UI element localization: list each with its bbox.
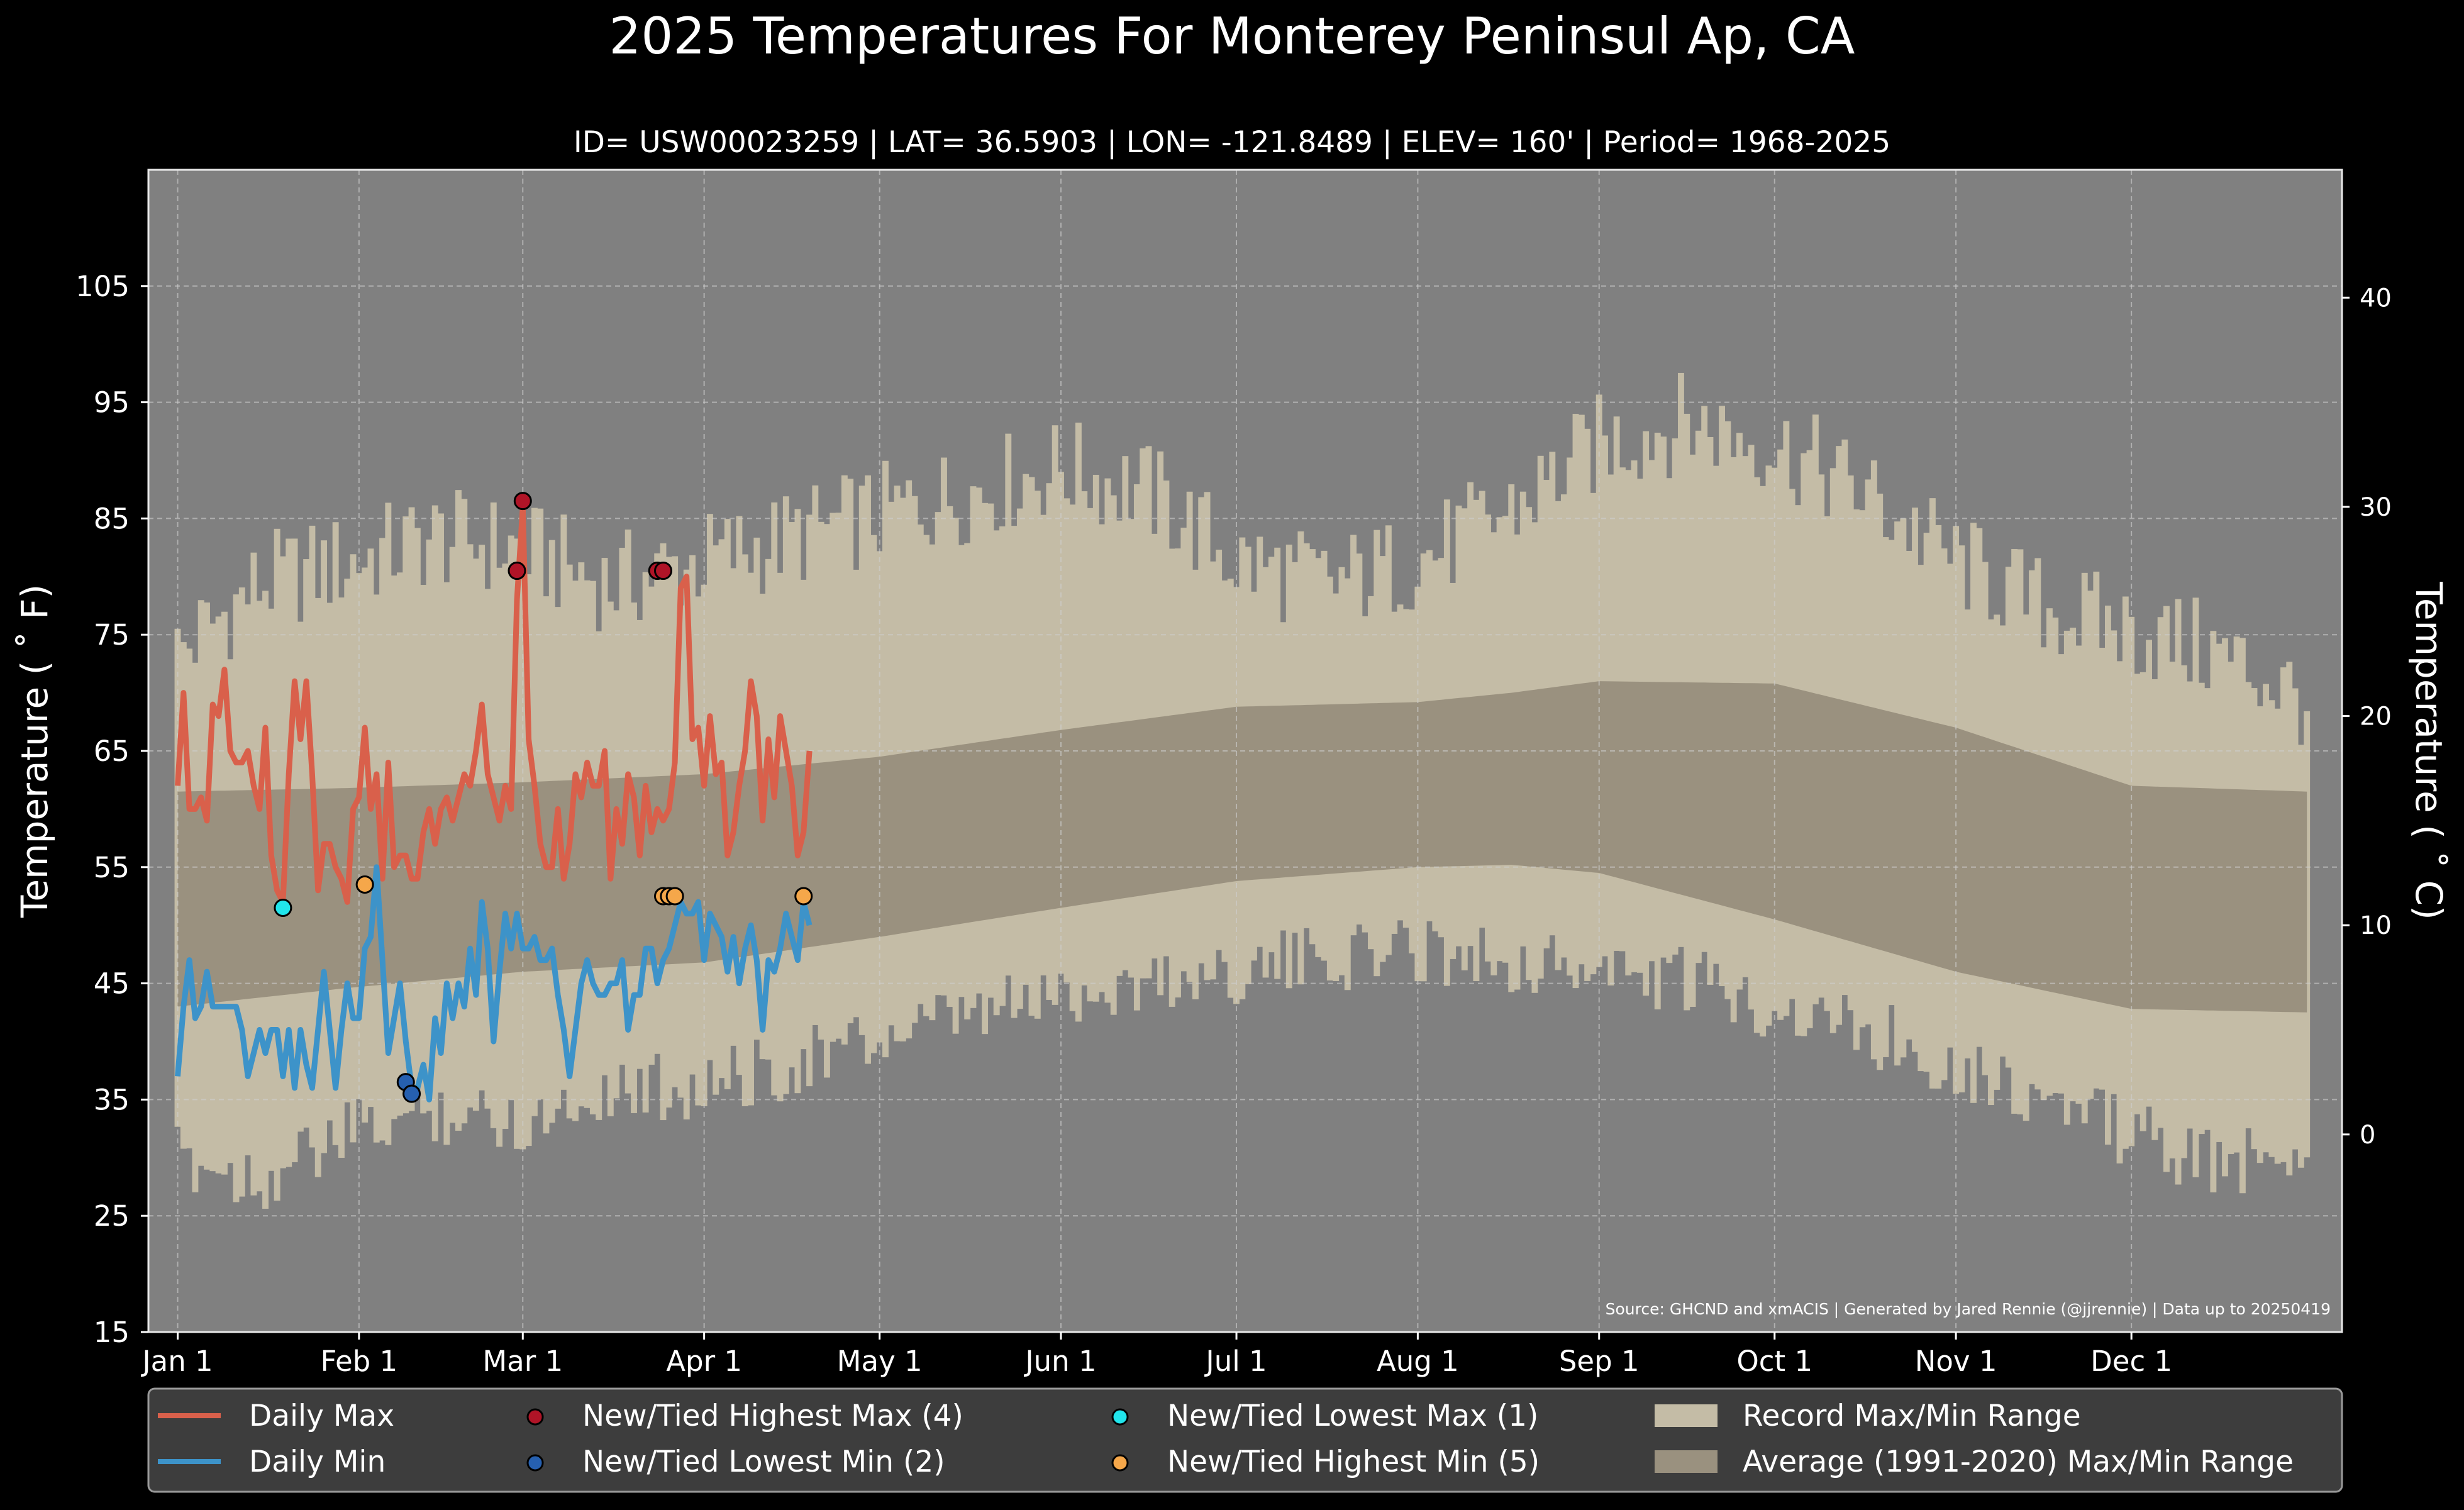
record-bar	[1122, 456, 1129, 970]
legend-item: Daily Max	[158, 1399, 394, 1433]
record-bar	[975, 487, 982, 994]
x-tick-label: Sep 1	[1559, 1345, 1640, 1378]
legend-label: Record Max/Min Range	[1743, 1399, 2081, 1433]
y-axis-right: 0 10 20 30 40	[2342, 284, 2392, 1150]
x-tick-label: Apr 1	[666, 1345, 742, 1378]
y-tick-label: 25	[94, 1199, 130, 1233]
legend-item: New/Tied Highest Min (5)	[1111, 1445, 1540, 1479]
y-axis-left: 15 25 35 45 55 65 75 85 95 105	[75, 270, 148, 1349]
legend-item: Record Max/Min Range	[1655, 1399, 2081, 1433]
record-bar	[841, 475, 848, 1045]
record-marker	[508, 562, 526, 580]
y-tick-label: 15	[94, 1316, 130, 1349]
y-tick-label: 55	[94, 851, 130, 884]
y2-tick-label: 30	[2360, 493, 2392, 522]
legend-label: New/Tied Lowest Max (1)	[1167, 1399, 1538, 1433]
record-bar	[1005, 433, 1012, 976]
x-tick-label: May 1	[837, 1345, 923, 1378]
y2-tick-label: 10	[2360, 911, 2392, 940]
record-bar	[1058, 472, 1064, 974]
x-tick-label: Oct 1	[1736, 1345, 1812, 1378]
daily-min-line	[175, 864, 813, 1102]
y2-axis-label: Temperature ( ˚ C)	[2407, 581, 2450, 919]
y-tick-label: 35	[94, 1083, 130, 1116]
legend-swatch-dot	[1111, 1454, 1129, 1472]
record-marker	[355, 875, 374, 894]
record-bar	[1677, 372, 1684, 947]
legend-label: New/Tied Highest Max (4)	[582, 1399, 963, 1433]
legend-swatch-patch	[1655, 1404, 1718, 1427]
record-marker	[402, 1084, 421, 1103]
record-marker	[274, 898, 292, 917]
record-marker	[665, 887, 684, 906]
chart-subtitle: ID= USW00023259 | LAT= 36.5903 | LON= -1…	[574, 125, 1890, 160]
record-bar	[1701, 406, 1708, 952]
legend: Daily Max Daily Min New/Tied Highest Max (…	[158, 1399, 2294, 1479]
x-tick-label: Feb 1	[321, 1345, 398, 1378]
record-markers	[274, 492, 813, 1103]
x-tick-label: Jan 1	[140, 1345, 213, 1378]
legend-swatch-dot	[526, 1454, 544, 1472]
legend-label: Daily Max	[249, 1399, 394, 1433]
legend-label: Average (1991-2020) Max/Min Range	[1743, 1445, 2294, 1479]
x-tick-label: Aug 1	[1377, 1345, 1459, 1378]
legend-swatch-dot	[526, 1408, 544, 1426]
record-bar	[847, 479, 854, 1024]
record-bar	[941, 457, 947, 996]
legend-label: New/Tied Lowest Min (2)	[582, 1445, 945, 1479]
legend-item: Daily Min	[158, 1445, 386, 1479]
y2-tick-label: 40	[2360, 284, 2392, 313]
legend-item: New/Tied Highest Max (4)	[526, 1399, 963, 1433]
x-axis: Jan 1 Feb 1 Mar 1 Apr 1 May 1 Jun 1 Jul 1 Aug 1…	[140, 1332, 2172, 1378]
x-tick-label: Mar 1	[482, 1345, 563, 1378]
y-tick-label: 85	[94, 502, 130, 535]
record-marker	[794, 887, 813, 906]
record-bar	[1052, 425, 1058, 1005]
x-tick-label: Jun 1	[1023, 1345, 1096, 1378]
legend-item: New/Tied Lowest Max (1)	[1111, 1399, 1538, 1433]
legend-swatch-dot	[1111, 1408, 1129, 1426]
record-marker	[513, 492, 532, 511]
y-tick-label: 75	[94, 618, 130, 652]
legend-label: New/Tied Highest Min (5)	[1167, 1445, 1540, 1479]
record-bar	[1140, 448, 1146, 979]
legend-item: New/Tied Lowest Min (2)	[526, 1445, 945, 1479]
x-tick-label: Dec 1	[2090, 1345, 2172, 1378]
legend-swatch-patch	[1655, 1450, 1718, 1473]
y-tick-label: 65	[94, 735, 130, 768]
y2-tick-label: 20	[2360, 702, 2392, 731]
record-bar	[1145, 446, 1152, 979]
legend-item: Average (1991-2020) Max/Min Range	[1655, 1445, 2294, 1479]
record-marker	[654, 562, 673, 580]
source-note: Source: GHCND and xmACIS | Generated by …	[1606, 1300, 2331, 1318]
x-tick-label: Nov 1	[1915, 1345, 1997, 1378]
record-bar	[1075, 422, 1082, 1022]
record-bar	[1023, 474, 1029, 985]
y-tick-label: 45	[94, 967, 130, 1001]
grid-lines	[148, 170, 2342, 1333]
x-tick-label: Jul 1	[1204, 1345, 1267, 1378]
legend-label: Daily Min	[249, 1445, 386, 1479]
y2-tick-label: 0	[2360, 1121, 2375, 1150]
y-tick-label: 95	[94, 386, 130, 419]
y-tick-label: 105	[75, 270, 130, 303]
legend-box	[147, 1387, 2343, 1493]
chart-title: 2025 Temperatures For Monterey Peninsul …	[609, 7, 1855, 65]
y-axis-label: Temperature ( ˚ F)	[13, 584, 56, 918]
record-bar	[812, 485, 819, 1025]
